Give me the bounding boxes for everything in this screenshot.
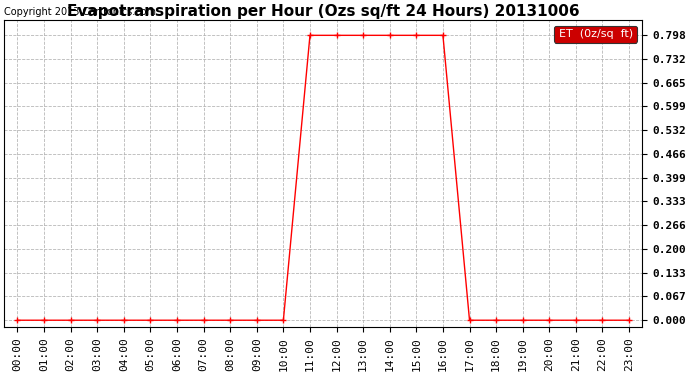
Legend: ET  (0z/sq  ft): ET (0z/sq ft) bbox=[554, 26, 637, 42]
Text: Copyright 2013 Cartronics.com: Copyright 2013 Cartronics.com bbox=[4, 7, 156, 17]
Title: Evapotranspiration per Hour (Ozs sq/ft 24 Hours) 20131006: Evapotranspiration per Hour (Ozs sq/ft 2… bbox=[67, 4, 580, 19]
